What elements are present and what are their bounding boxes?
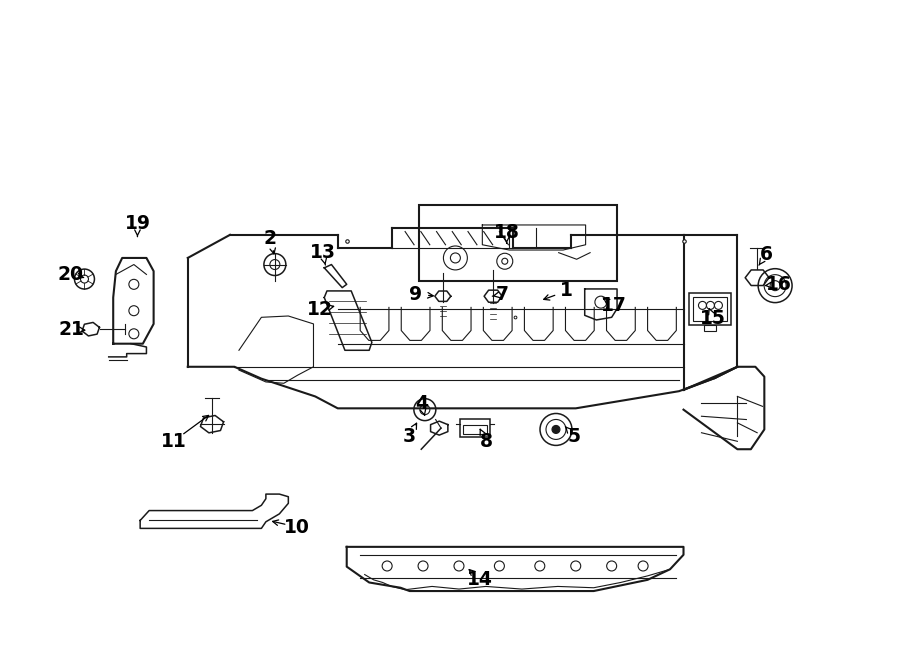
Text: 6: 6 bbox=[760, 245, 772, 264]
Text: 4: 4 bbox=[415, 393, 428, 412]
Text: 1: 1 bbox=[561, 282, 573, 300]
Text: 3: 3 bbox=[403, 426, 416, 446]
Text: 13: 13 bbox=[310, 243, 336, 262]
Text: 7: 7 bbox=[496, 285, 508, 303]
Bar bbox=[460, 419, 491, 437]
Text: 20: 20 bbox=[58, 265, 84, 284]
Text: 9: 9 bbox=[410, 285, 422, 303]
Text: 21: 21 bbox=[58, 320, 84, 338]
Text: 10: 10 bbox=[284, 518, 310, 537]
Bar bbox=[694, 297, 727, 321]
Text: 16: 16 bbox=[766, 275, 792, 294]
Text: 2: 2 bbox=[264, 229, 277, 248]
Bar bbox=[705, 325, 716, 331]
Text: 18: 18 bbox=[493, 223, 519, 243]
Text: 14: 14 bbox=[467, 570, 492, 590]
Text: 15: 15 bbox=[700, 309, 726, 328]
Text: 5: 5 bbox=[567, 426, 580, 446]
Text: 17: 17 bbox=[600, 296, 626, 315]
Text: 8: 8 bbox=[480, 432, 492, 451]
Text: 12: 12 bbox=[307, 300, 333, 319]
Text: 19: 19 bbox=[124, 214, 150, 233]
Bar bbox=[419, 205, 617, 281]
Bar bbox=[464, 425, 487, 434]
Circle shape bbox=[552, 426, 560, 434]
Bar bbox=[689, 293, 732, 325]
Text: 11: 11 bbox=[160, 432, 186, 451]
